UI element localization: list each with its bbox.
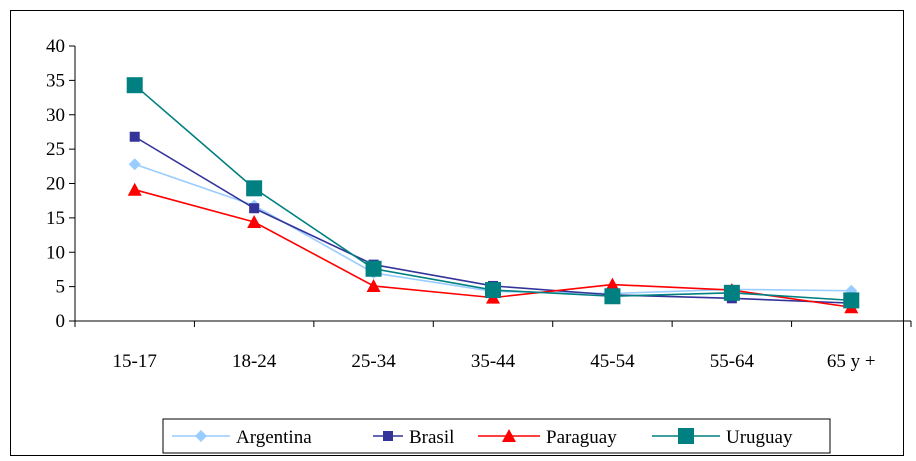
point-marker [365, 260, 382, 277]
legend-label: Brasil [409, 427, 454, 448]
series-line [134, 136, 852, 304]
y-tick-label: 30 [46, 105, 65, 126]
series-argentina [128, 158, 858, 300]
point-marker [604, 288, 621, 305]
legend: Argentina Brasil Paraguay Uruguay [162, 418, 831, 454]
point-marker [678, 428, 694, 444]
point-marker [366, 278, 381, 292]
y-tick-label: 10 [46, 242, 65, 263]
x-tick-label: 45-54 [590, 351, 635, 372]
legend-item-paraguay: Paraguay [478, 427, 617, 448]
legend-item-argentina: Argentina [172, 427, 312, 448]
point-marker [246, 180, 263, 197]
series-layer [126, 77, 860, 314]
y-tick-label: 20 [46, 174, 65, 195]
y-tick-label: 5 [56, 277, 66, 298]
y-tick-label: 15 [46, 208, 65, 229]
point-marker [249, 203, 260, 214]
legend-item-uruguay: Uruguay [652, 427, 793, 448]
legend-label: Argentina [236, 427, 312, 448]
series-line [134, 84, 852, 302]
point-marker [128, 158, 141, 171]
point-marker [502, 429, 516, 442]
point-marker [383, 431, 393, 441]
point-marker [723, 284, 740, 301]
x-tick-label: 15-17 [113, 351, 157, 372]
x-tick-label: 65 y + [827, 351, 876, 372]
series-line [134, 163, 852, 295]
x-tick-label: 25-34 [351, 351, 396, 372]
point-marker [129, 131, 140, 142]
x-tick-label: 35-44 [471, 351, 516, 372]
point-marker [247, 215, 262, 228]
legend-label: Uruguay [726, 427, 793, 448]
series-uruguay [126, 77, 860, 309]
point-marker [195, 430, 207, 442]
point-marker [126, 77, 143, 94]
y-tick-label: 40 [46, 36, 65, 57]
point-marker [843, 292, 860, 309]
x-tick-label: 18-24 [232, 351, 277, 372]
x-tick-label: 55-64 [710, 351, 755, 372]
axes: 0 5 10 15 20 25 30 35 40 15-17 18-24 25-34 35-44 45-5… [46, 36, 912, 372]
point-marker [485, 282, 501, 299]
legend-label: Paraguay [546, 427, 617, 448]
point-marker [127, 182, 142, 196]
legend-item-brasil: Brasil [373, 427, 454, 448]
y-tick-label: 35 [46, 70, 65, 91]
chart-frame [10, 10, 904, 456]
series-brasil [129, 131, 857, 309]
point-marker [605, 277, 620, 291]
y-tick-label: 25 [46, 139, 65, 160]
y-tick-label: 0 [56, 311, 66, 332]
